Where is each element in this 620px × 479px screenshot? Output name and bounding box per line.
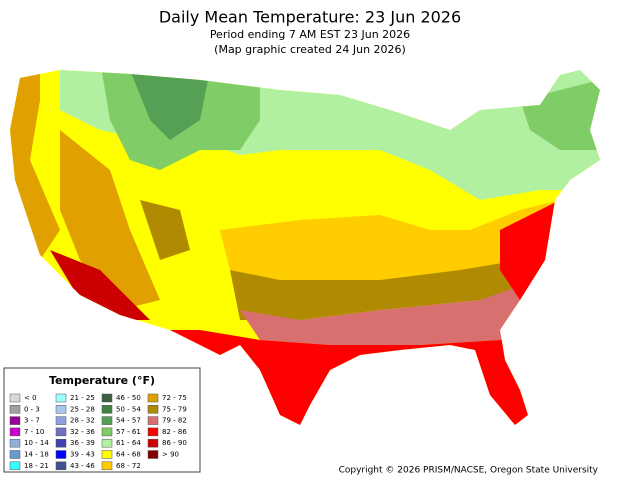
legend-label: 25 - 28 — [70, 405, 95, 413]
title: Daily Mean Temperature: 23 Jun 2026 — [159, 8, 461, 27]
legend-label: 54 - 57 — [116, 417, 141, 425]
legend-label: 14 - 18 — [24, 451, 49, 459]
legend-label: 82 - 86 — [162, 428, 187, 436]
legend-swatch — [101, 427, 113, 437]
legend-swatch — [9, 405, 21, 414]
legend-label: < 0 — [24, 394, 37, 402]
legend-label: 32 - 36 — [70, 428, 95, 436]
legend-label: 21 - 25 — [70, 394, 95, 402]
legend-label: 7 - 10 — [24, 428, 44, 436]
legend-swatch — [101, 416, 113, 425]
legend-label: 0 - 3 — [24, 405, 40, 413]
legend-swatch — [9, 450, 21, 459]
legend: < 0 0 - 3 3 - 7 7 - 10 10 - 14 14 - 18 18 - 21… — [9, 393, 187, 471]
legend-swatch — [101, 461, 113, 471]
legend-swatch — [55, 405, 67, 414]
map — [10, 70, 600, 425]
legend-swatch — [9, 393, 21, 403]
note: (Map graphic created 24 Jun 2026) — [214, 43, 406, 56]
legend-swatch — [147, 450, 159, 459]
legend-swatch — [147, 393, 159, 403]
legend-swatch — [101, 393, 113, 403]
legend-label: 64 - 68 — [116, 451, 141, 459]
legend-swatch — [55, 438, 67, 448]
legend-swatch — [55, 461, 67, 471]
legend-label: 28 - 32 — [70, 417, 95, 425]
legend-label: 86 - 90 — [162, 439, 187, 447]
legend-label: > 90 — [162, 451, 179, 459]
legend-label: 75 - 79 — [162, 405, 187, 413]
legend-swatch — [9, 461, 21, 471]
legend-swatch — [9, 438, 21, 448]
legend-label: 43 - 46 — [70, 462, 95, 470]
legend-title: Temperature (°F) — [49, 374, 155, 387]
copyright: Copyright © 2026 PRISM/NACSE, Oregon Sta… — [339, 466, 599, 476]
legend-swatch — [147, 427, 159, 437]
legend-swatch — [9, 416, 21, 425]
legend-label: 46 - 50 — [116, 394, 141, 402]
legend-swatch — [147, 405, 159, 414]
legend-swatch — [9, 427, 21, 437]
legend-label: 68 - 72 — [116, 462, 141, 470]
legend-label: 50 - 54 — [116, 405, 141, 413]
legend-label: 72 - 75 — [162, 394, 187, 402]
legend-swatch — [55, 450, 67, 459]
legend-swatch — [55, 393, 67, 403]
legend-swatch — [55, 427, 67, 437]
legend-swatch — [101, 438, 113, 448]
legend-label: 79 - 82 — [162, 417, 187, 425]
legend-swatch — [101, 405, 113, 414]
legend-swatch — [147, 438, 159, 448]
legend-label: 18 - 21 — [24, 462, 49, 470]
legend-label: 36 - 39 — [70, 439, 95, 447]
legend-swatch — [147, 416, 159, 425]
legend-label: 57 - 61 — [116, 428, 141, 436]
legend-label: 10 - 14 — [24, 439, 49, 447]
legend-label: 39 - 43 — [70, 451, 95, 459]
subtitle: Period ending 7 AM EST 23 Jun 2026 — [210, 28, 410, 41]
legend-label: 61 - 64 — [116, 439, 141, 447]
legend-swatch — [101, 450, 113, 459]
legend-label: 3 - 7 — [24, 417, 40, 425]
legend-swatch — [55, 416, 67, 425]
